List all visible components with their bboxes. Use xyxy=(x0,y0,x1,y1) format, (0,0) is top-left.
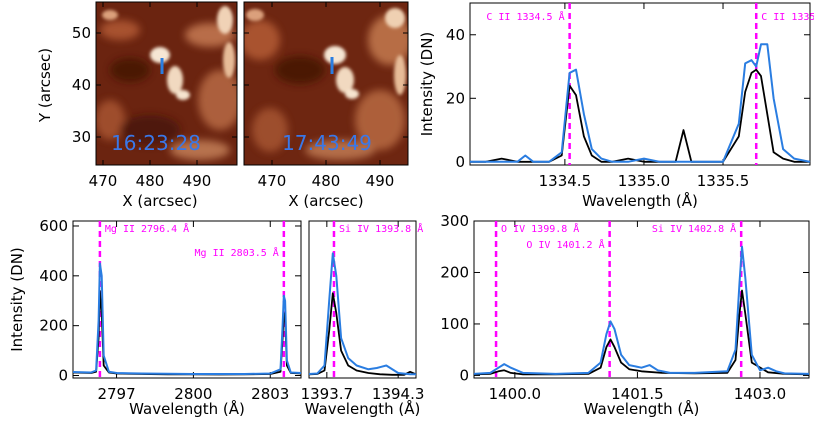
image-2-ticks xyxy=(244,2,408,165)
reference-line-label: O IV 1399.8 Å xyxy=(501,222,579,235)
image-1-ylabel: Y (arcsec) xyxy=(36,48,54,123)
timestamp-1: 16:23:28 xyxy=(111,131,201,155)
spectrum-panel-cii: 1334.5 1335.0 1335.5 0 20 40 Wavelength (Å) Int… xyxy=(418,2,814,210)
reference-line-label: O IV 1401.2 Å xyxy=(526,238,604,251)
series-line-t2 xyxy=(473,245,810,375)
plot-frame xyxy=(473,220,810,379)
x-tick-label: 1403.0 xyxy=(734,385,787,403)
x-tick-label: 1335.5 xyxy=(697,172,750,190)
reference-line-label: C II 1334.5 Å xyxy=(486,10,564,23)
series-line-t2 xyxy=(72,262,302,375)
y-tick-label: 600 xyxy=(39,217,68,235)
series-line-t2 xyxy=(308,252,416,376)
reference-line-label: Mg II 2796.4 Å xyxy=(105,222,189,235)
series-line-t2 xyxy=(470,43,811,163)
x-tick-label: 2797 xyxy=(97,385,135,403)
image-2-xtick: 470 xyxy=(258,172,287,190)
y-tick-label: 400 xyxy=(39,267,68,285)
x-axis-label: Wavelength (Å) xyxy=(305,399,421,418)
x-tick-label: 1334.5 xyxy=(539,172,592,190)
y-tick-label: 20 xyxy=(446,89,465,107)
image-1-xtick: 480 xyxy=(136,172,165,190)
image-1-ytick: 30 xyxy=(72,128,91,146)
timestamp-2: 17:43:49 xyxy=(282,131,372,155)
image-1-xtick: 470 xyxy=(89,172,118,190)
image-1-xtick: 490 xyxy=(183,172,212,190)
plot-frame xyxy=(308,220,417,379)
y-tick-label: 200 xyxy=(39,317,68,335)
image-2-xlabel: X (arcsec) xyxy=(288,192,363,210)
series-line-t1 xyxy=(470,68,810,163)
x-tick-label: 1394.3 xyxy=(372,385,425,403)
x-axis-label: Wavelength (Å) xyxy=(584,399,700,418)
y-axis-label: Intensity (DN) xyxy=(418,32,436,137)
image-1-xlabel: X (arcsec) xyxy=(122,192,197,210)
x-tick-label: 2800 xyxy=(174,385,212,403)
x-axis-label: Wavelength (Å) xyxy=(582,191,698,210)
series-line-t1 xyxy=(72,289,302,376)
spectrum-panel-oiv-siiv: 1400.0 1401.5 1403.0 0 100 200 300 Wavelength (… xyxy=(440,212,810,418)
image-1-ticks xyxy=(96,2,237,165)
spectrum-panel-mgii: 2797 2800 2803 0 200 400 600 Wavelength (Å) Inte… xyxy=(8,217,302,418)
y-tick-label: 300 xyxy=(440,212,469,230)
image-panel-1: 16:23:28 470 480 490 50 40 30 X (arcsec)… xyxy=(36,1,238,210)
x-tick-label: 1393.7 xyxy=(301,385,354,403)
plot-frame xyxy=(72,220,302,379)
x-axis-label: Wavelength (Å) xyxy=(129,399,245,418)
y-tick-label: 0 xyxy=(58,367,68,385)
series-line-t1 xyxy=(473,289,810,376)
y-axis-label: Intensity (DN) xyxy=(8,247,26,352)
reference-line-label: Si IV 1393.8 Å xyxy=(339,222,423,235)
reference-line-label: Si IV 1402.8 Å xyxy=(652,222,736,235)
plot-frame xyxy=(469,2,811,166)
image-2-xtick: 480 xyxy=(312,172,341,190)
y-tick-label: 0 xyxy=(455,153,465,171)
x-tick-label: 2803 xyxy=(251,385,289,403)
reference-line-label: Mg II 2803.5 Å xyxy=(195,246,279,259)
image-2-xtick: 490 xyxy=(366,172,395,190)
y-tick-label: 100 xyxy=(440,315,469,333)
x-tick-label: 1335.0 xyxy=(618,172,671,190)
solar-intensity-map-1 xyxy=(96,2,237,165)
reference-line-label: C II 1335.7 Å xyxy=(761,10,814,23)
y-tick-label: 200 xyxy=(440,263,469,281)
y-tick-label: 40 xyxy=(446,26,465,44)
image-panel-2: 17:43:49 470 480 490 X (arcsec) xyxy=(243,1,409,210)
image-1-ytick: 50 xyxy=(72,24,91,42)
y-tick-label: 0 xyxy=(459,366,469,384)
x-tick-label: 1401.5 xyxy=(611,385,664,403)
x-tick-label: 1400.0 xyxy=(489,385,542,403)
image-1-ytick: 40 xyxy=(72,76,91,94)
